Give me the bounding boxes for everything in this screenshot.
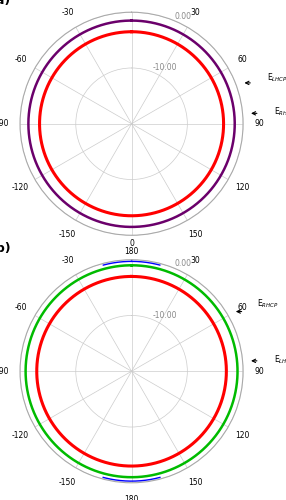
Text: E$_{LHCP}$: E$_{LHCP}$ [274,354,286,366]
Text: E$_{RHCP}$: E$_{RHCP}$ [274,106,286,118]
Text: E$_{RHCP}$: E$_{RHCP}$ [257,298,279,310]
Text: (a): (a) [0,0,11,8]
Text: E$_{LHCP}$: E$_{LHCP}$ [267,72,286,84]
Text: (b): (b) [0,242,12,255]
